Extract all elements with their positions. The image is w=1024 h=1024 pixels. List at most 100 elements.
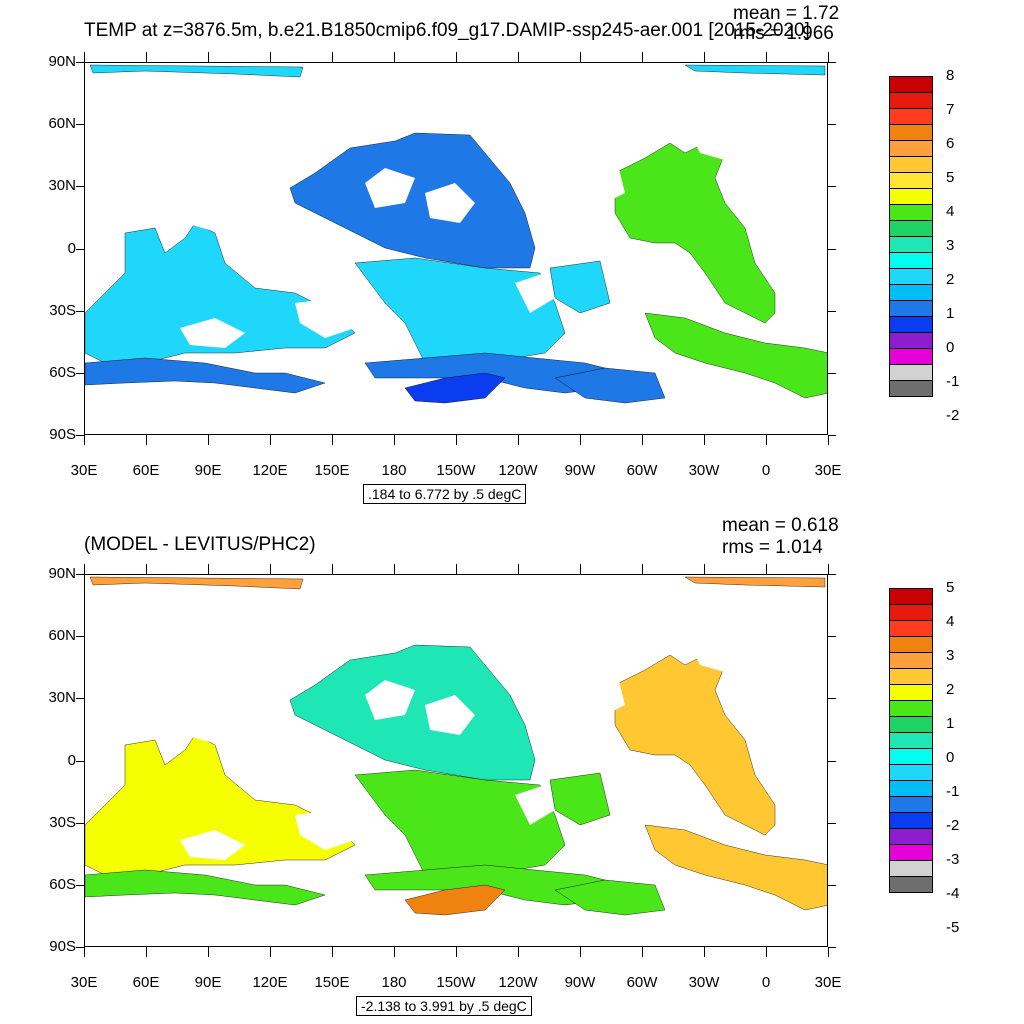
ocean-region-pacific [289, 132, 536, 269]
lon-tick [394, 435, 395, 445]
colorbar-label: 3 [946, 237, 955, 254]
lat-tick-label: 90S [49, 938, 76, 955]
colorbar-label: 8 [946, 67, 955, 84]
colorbar-label: 1 [946, 715, 955, 732]
lon-tick-label: 90E [194, 462, 222, 479]
lat-tick [828, 435, 836, 436]
ocean-region-south_pacific [354, 257, 566, 364]
lon-tick-label: 150W [436, 974, 476, 991]
lat-tick-label: 90S [49, 426, 76, 443]
lon-tick-label: 180 [381, 974, 407, 991]
lon-tick-label: 30W [688, 974, 720, 991]
lon-tick-label: 150E [314, 462, 350, 479]
lat-tick [76, 372, 84, 374]
colorbar-swatch [889, 316, 933, 333]
colorbar-swatch [889, 828, 933, 845]
lat-tick [828, 760, 836, 762]
lon-tick [828, 435, 829, 445]
lon-tick [208, 52, 209, 62]
rms-value: rms = 1.014 [722, 537, 823, 558]
colorbar-label: 1 [946, 305, 955, 322]
lat-tick [76, 884, 84, 886]
colorbar-swatch [889, 652, 933, 669]
ocean-region-indian [85, 222, 356, 364]
lat-tick-label: 60S [49, 875, 76, 893]
colorbar-swatch [889, 172, 933, 189]
colorbar-label: -3 [946, 851, 960, 868]
ocean-region-deep [404, 884, 506, 916]
lon-tick [332, 947, 333, 957]
lon-tick [704, 52, 705, 62]
lon-tick [766, 52, 767, 62]
lon-tick [828, 947, 829, 957]
lon-tick-label: 90W [564, 462, 596, 479]
land-mask [515, 273, 555, 313]
land-mask [555, 665, 625, 715]
colorbar-swatch [889, 140, 933, 157]
lat-tick [76, 248, 84, 250]
lon-tick [394, 52, 395, 62]
contour-info-label: .184 to 6.772 by .5 degC [363, 484, 527, 504]
colorbar-label: 4 [946, 613, 955, 630]
colorbar-label: -1 [946, 373, 960, 390]
mean-value: mean = 0.618 [722, 515, 839, 536]
ocean-region-southern [85, 869, 326, 906]
land-mask [365, 680, 415, 720]
lon-tick [394, 564, 395, 574]
lon-tick-label: 30E [814, 462, 842, 479]
lat-tick [828, 186, 836, 188]
lon-tick [84, 947, 85, 957]
colorbar-swatch [889, 636, 933, 653]
lon-tick [146, 564, 147, 574]
difference-map-panel: (MODEL - LEVITUS/PHC2) mean = 0.618 rms … [0, 512, 1024, 1024]
colorbar-swatch [889, 124, 933, 141]
lon-tick [208, 435, 209, 445]
ocean-field [85, 576, 827, 916]
ocean-region-deep [404, 372, 506, 404]
lat-tick [828, 372, 836, 374]
ocean-region-southern [85, 357, 326, 394]
lon-tick [766, 564, 767, 574]
colorbar-swatch [889, 588, 933, 605]
lat-tick-label: 30N [48, 689, 76, 707]
land-mask [295, 810, 355, 850]
lon-tick [642, 564, 643, 574]
lon-tick-label: 30E [70, 462, 98, 479]
ocean-region-arctic [684, 64, 826, 76]
land-mask [180, 830, 245, 860]
lon-tick-label: 30E [70, 974, 98, 991]
lon-tick-label: 120W [498, 462, 538, 479]
lon-tick [704, 435, 705, 445]
lon-tick-label: 30E [814, 974, 842, 991]
lat-tick-label: 60N [48, 115, 76, 133]
lon-tick [518, 52, 519, 62]
colorbar-label: 2 [946, 271, 955, 288]
lon-tick [270, 564, 271, 574]
lon-tick [146, 52, 147, 62]
colorbar-label: -2 [946, 817, 960, 834]
lon-tick-label: 150E [314, 974, 350, 991]
temperature-map-panel: TEMP at z=3876.5m, b.e21.B1850cmip6.f09_… [48, 3, 960, 504]
land-mask [205, 83, 345, 163]
ocean-field [85, 64, 827, 404]
colorbar-swatch [889, 300, 933, 317]
lon-tick [580, 435, 581, 445]
colorbar-swatch [889, 604, 933, 621]
lon-tick [580, 947, 581, 957]
lon-tick [208, 947, 209, 957]
colorbar-swatch [889, 380, 933, 397]
map-plot-area [84, 62, 828, 435]
mean-value: mean = 1.72 [733, 3, 840, 24]
land-mask [425, 183, 475, 223]
colorbar-swatch [889, 620, 933, 637]
ocean-region-arctic [89, 576, 304, 590]
lon-tick-label: 30W [688, 462, 720, 479]
map-title: (MODEL - LEVITUS/PHC2) [84, 534, 316, 555]
colorbar-swatch [889, 732, 933, 749]
lon-tick-label: 0 [761, 974, 771, 991]
colorbar-label: -4 [946, 885, 960, 902]
colorbar-label: 0 [946, 749, 955, 766]
ocean-region-atlantic [614, 654, 776, 836]
colorbar-label: -1 [946, 783, 960, 800]
colorbar-label: 2 [946, 681, 955, 698]
